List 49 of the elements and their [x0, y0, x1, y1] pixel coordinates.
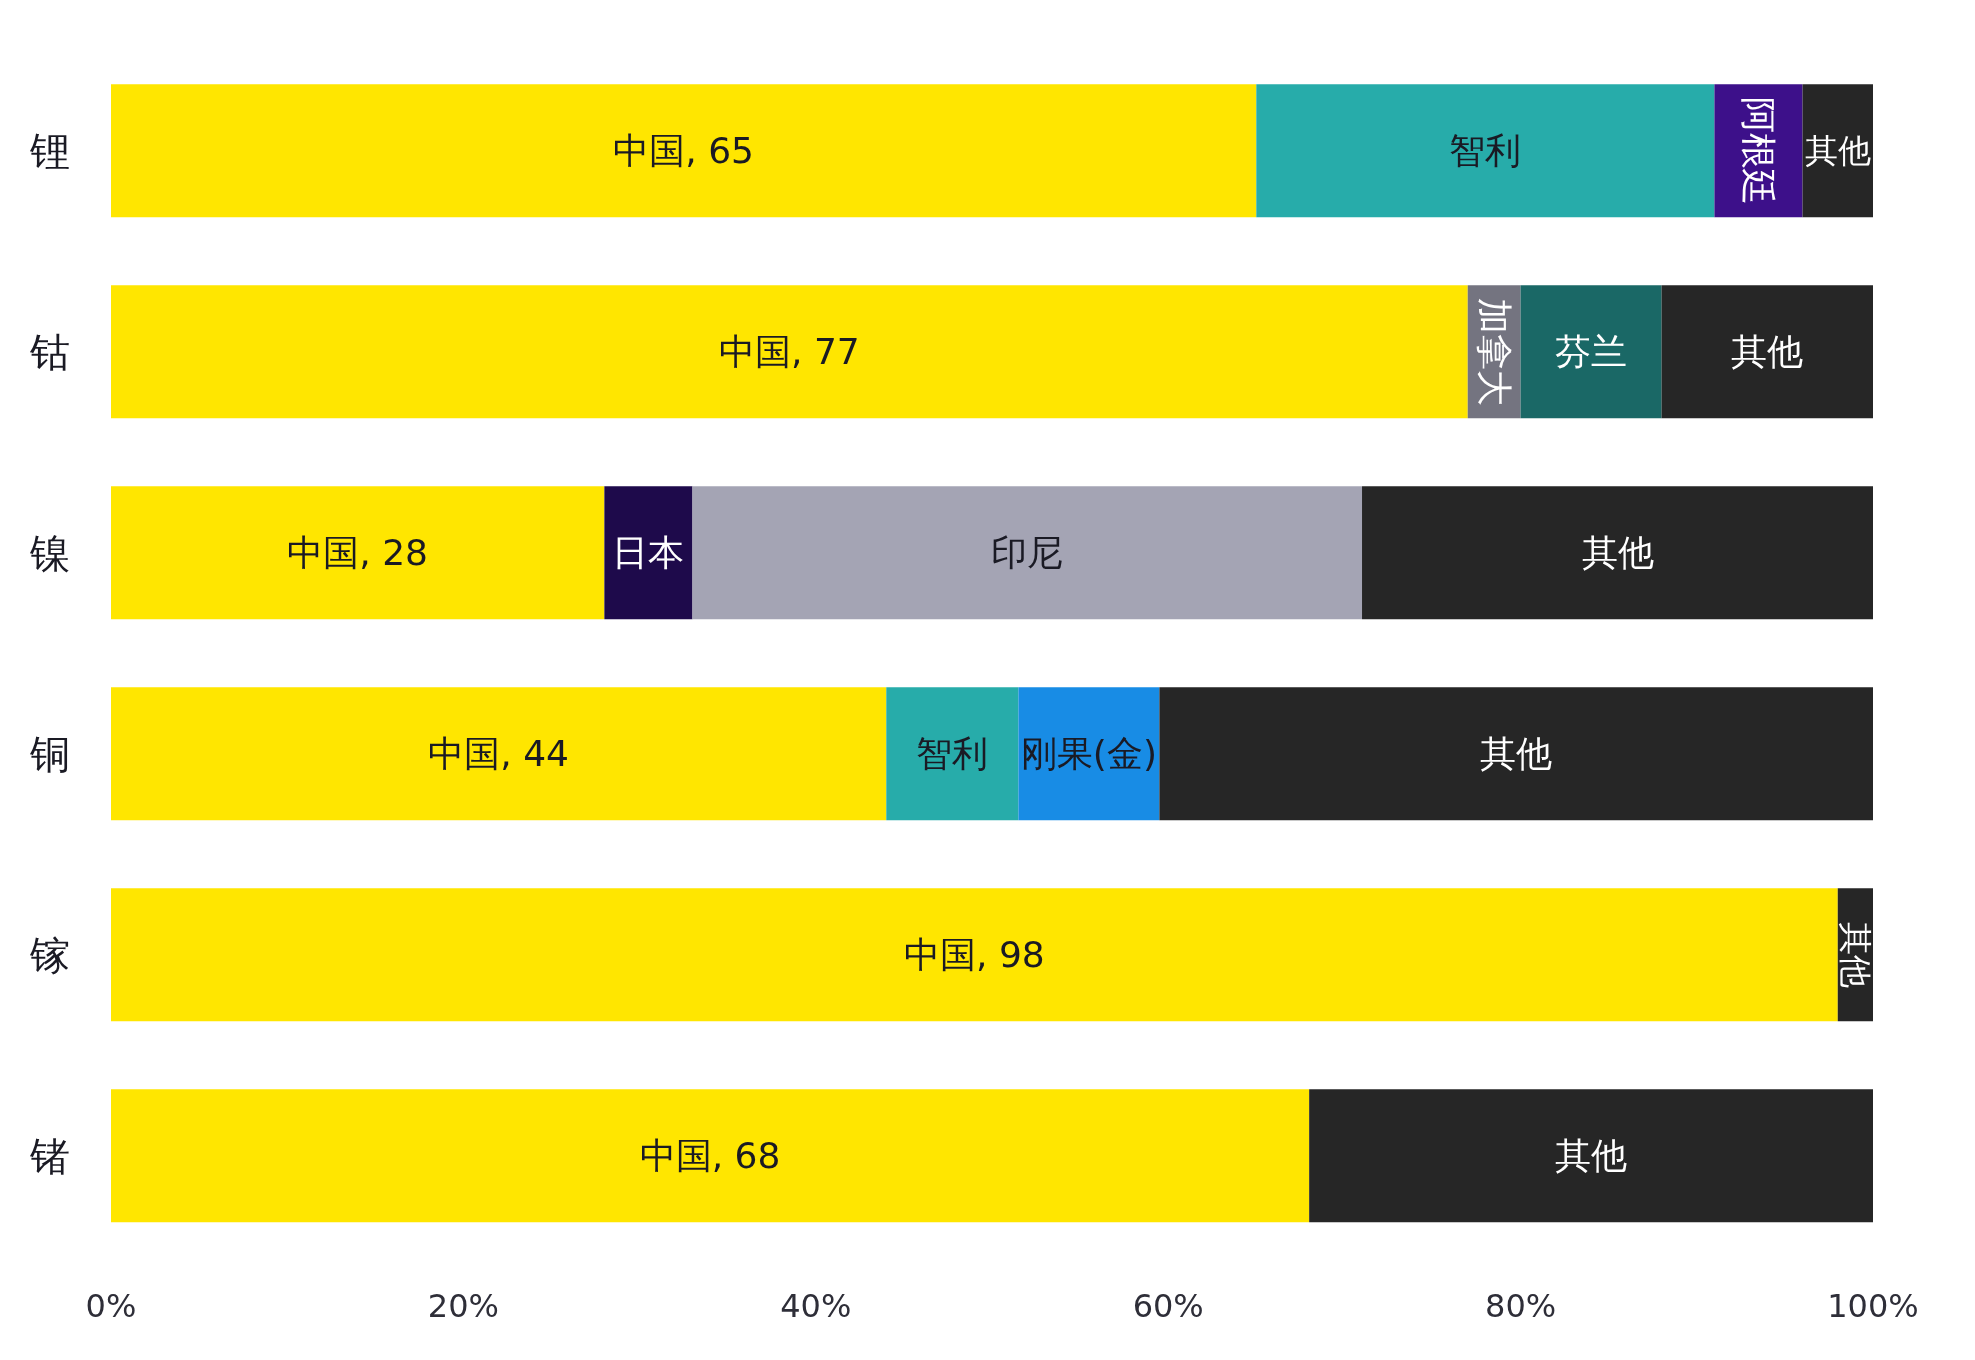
bar: [1802, 84, 1873, 218]
x-tick-label: 100%: [1827, 1287, 1919, 1325]
series-label: 加拿大: [1473, 297, 1515, 406]
bar: [111, 285, 1468, 419]
y-tick-label: 锗: [29, 1132, 70, 1179]
bar: [1159, 687, 1873, 821]
bar: [1520, 285, 1662, 419]
series-label: 印尼: [991, 532, 1064, 574]
bar: [1362, 486, 1873, 620]
bar: [886, 687, 1019, 821]
bar: [111, 888, 1838, 1022]
y-tick-label: 锂: [29, 127, 70, 174]
bar: [692, 486, 1363, 620]
y-tick-label: 铜: [29, 730, 70, 777]
text: 其他: [1555, 1135, 1628, 1177]
series-label: 日本: [612, 532, 685, 574]
data-label: 中国, 65: [613, 130, 754, 172]
x-tick-label: 40%: [780, 1287, 852, 1325]
bar: [111, 1089, 1310, 1223]
data-label: 中国, 68: [639, 1135, 781, 1177]
bar: [1018, 687, 1160, 821]
series-label: 芬兰: [1555, 331, 1628, 373]
text: 其他: [1804, 131, 1871, 171]
series-label: 其他: [1835, 921, 1875, 988]
bar: [1661, 285, 1873, 419]
series-label: 阿根廷: [1737, 96, 1779, 205]
bar: [111, 687, 887, 821]
bar: [111, 84, 1257, 218]
text: 其他: [1480, 733, 1553, 775]
series-label: 智利: [916, 733, 989, 775]
data-label: 中国, 77: [719, 331, 860, 373]
x-tick-label: 0%: [85, 1287, 137, 1325]
y-tick-label: 钴: [29, 328, 70, 375]
text: 其他: [1731, 331, 1804, 373]
y-tick-label: 镓: [29, 931, 70, 978]
text: 其他: [1581, 532, 1654, 574]
data-label: 中国, 98: [904, 934, 1045, 976]
bar: [604, 486, 693, 620]
series-label: 刚果(金): [1020, 733, 1157, 775]
y-tick-label: 镍: [29, 529, 70, 576]
bar: [1309, 1089, 1873, 1223]
x-tick-label: 60%: [1132, 1287, 1204, 1325]
text: 智利: [1449, 130, 1522, 172]
x-tick-label: 80%: [1485, 1287, 1557, 1325]
bar: [1256, 84, 1715, 218]
bar: [111, 486, 605, 620]
x-tick-label: 20%: [427, 1287, 499, 1325]
data-label: 中国, 44: [428, 733, 569, 775]
data-label: 中国, 28: [287, 532, 429, 574]
